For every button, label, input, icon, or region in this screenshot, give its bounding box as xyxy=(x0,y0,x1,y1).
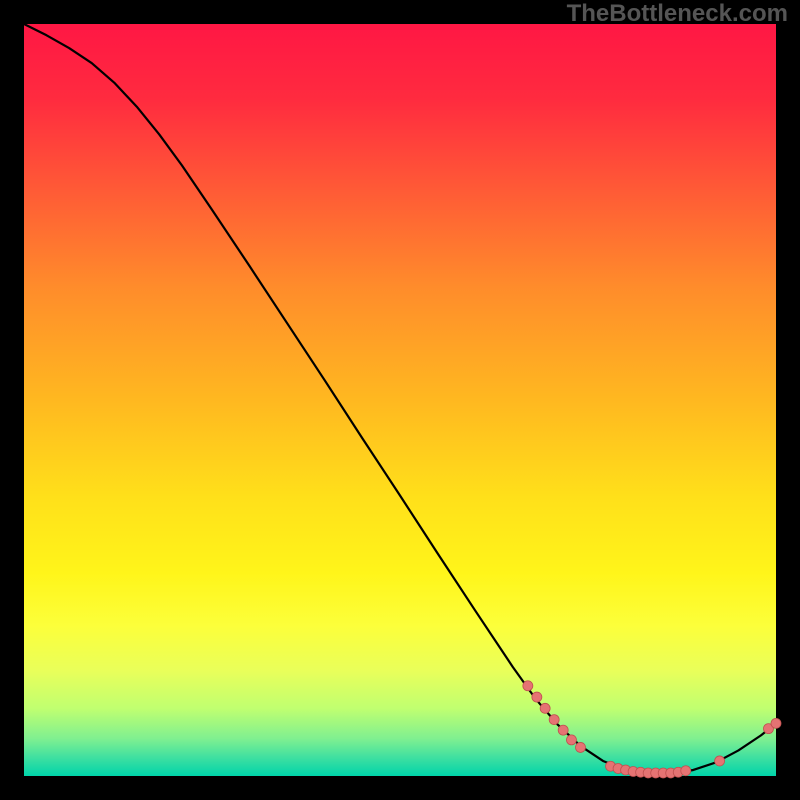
data-marker xyxy=(771,718,781,728)
data-marker xyxy=(558,725,568,735)
bottleneck-chart: TheBottleneck.com xyxy=(0,0,800,800)
plot-background xyxy=(24,24,776,776)
chart-svg xyxy=(0,0,800,800)
data-marker xyxy=(681,766,691,776)
data-marker xyxy=(566,735,576,745)
data-marker xyxy=(575,742,585,752)
data-marker xyxy=(523,681,533,691)
data-marker xyxy=(715,756,725,766)
data-marker xyxy=(540,703,550,713)
watermark-text: TheBottleneck.com xyxy=(567,0,788,28)
data-marker xyxy=(549,715,559,725)
data-marker xyxy=(532,692,542,702)
